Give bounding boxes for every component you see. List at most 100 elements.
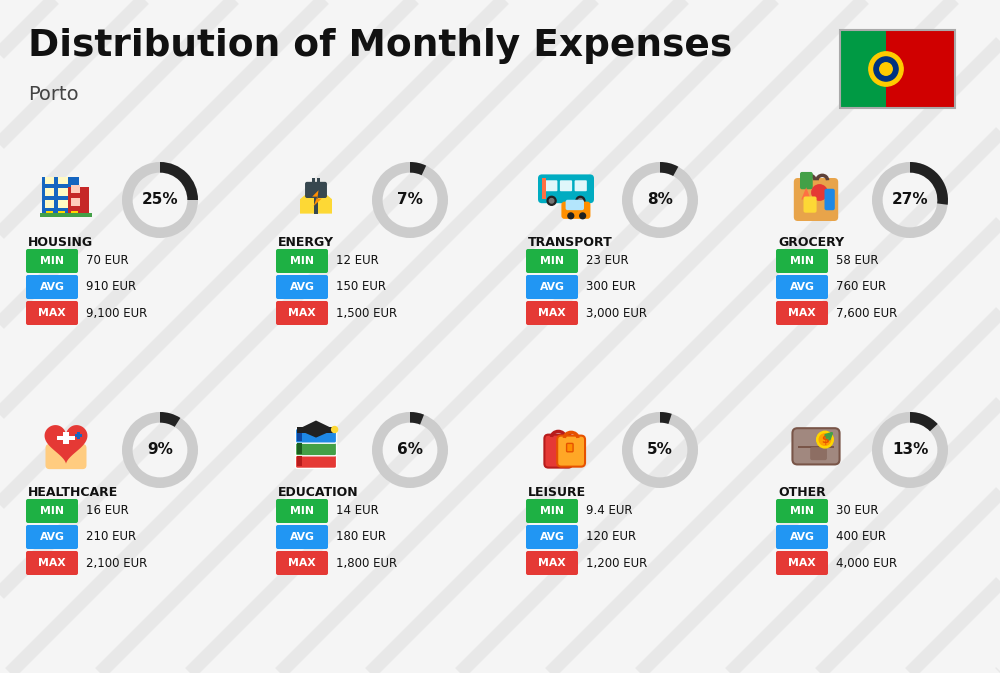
Text: ENERGY: ENERGY [278,236,334,249]
FancyBboxPatch shape [810,447,827,460]
FancyBboxPatch shape [75,434,82,437]
Circle shape [812,185,827,200]
FancyBboxPatch shape [840,30,886,108]
FancyBboxPatch shape [297,443,302,454]
Text: 25%: 25% [142,192,178,207]
Wedge shape [160,162,198,200]
Wedge shape [660,162,678,176]
Circle shape [880,63,892,75]
Text: HOUSING: HOUSING [28,236,93,249]
Text: MIN: MIN [790,256,814,266]
Text: 9,100 EUR: 9,100 EUR [86,306,147,320]
Wedge shape [910,162,948,205]
Circle shape [580,213,586,219]
Text: 58 EUR: 58 EUR [836,254,879,267]
FancyBboxPatch shape [45,176,54,184]
FancyBboxPatch shape [77,432,80,439]
FancyBboxPatch shape [560,180,572,191]
Text: 910 EUR: 910 EUR [86,281,136,293]
FancyBboxPatch shape [561,202,590,219]
Text: 400 EUR: 400 EUR [836,530,886,544]
Text: MIN: MIN [540,506,564,516]
FancyBboxPatch shape [538,174,594,203]
Text: MIN: MIN [540,256,564,266]
FancyBboxPatch shape [26,275,78,299]
Text: MIN: MIN [290,506,314,516]
FancyBboxPatch shape [57,436,75,440]
Text: 1,800 EUR: 1,800 EUR [336,557,397,569]
FancyBboxPatch shape [776,275,828,299]
FancyBboxPatch shape [46,211,53,216]
FancyBboxPatch shape [276,525,328,549]
FancyBboxPatch shape [26,499,78,523]
Text: GROCERY: GROCERY [778,236,844,249]
FancyBboxPatch shape [63,432,69,444]
Wedge shape [660,412,672,424]
Text: 210 EUR: 210 EUR [86,530,136,544]
FancyBboxPatch shape [566,200,584,210]
FancyBboxPatch shape [276,301,328,325]
FancyBboxPatch shape [305,182,327,198]
FancyBboxPatch shape [792,428,840,464]
FancyBboxPatch shape [26,249,78,273]
Polygon shape [801,187,811,199]
Text: 5%: 5% [647,443,673,458]
FancyBboxPatch shape [297,427,335,433]
Text: AVG: AVG [40,532,64,542]
Wedge shape [622,412,698,488]
Text: 3,000 EUR: 3,000 EUR [586,306,647,320]
FancyBboxPatch shape [557,435,585,466]
Text: MAX: MAX [788,558,816,568]
Text: AVG: AVG [290,282,314,292]
Circle shape [874,57,898,81]
Text: 6%: 6% [397,443,423,458]
Text: MIN: MIN [790,506,814,516]
FancyBboxPatch shape [544,435,572,468]
FancyBboxPatch shape [312,178,315,185]
FancyBboxPatch shape [26,525,78,549]
FancyBboxPatch shape [567,444,573,452]
Text: 9%: 9% [147,443,173,458]
Circle shape [578,199,583,203]
Polygon shape [45,425,87,464]
FancyBboxPatch shape [776,301,828,325]
FancyBboxPatch shape [776,499,828,523]
Text: HEALTHCARE: HEALTHCARE [28,486,118,499]
Text: TRANSPORT: TRANSPORT [528,236,613,249]
FancyBboxPatch shape [526,499,578,523]
Text: AVG: AVG [540,282,564,292]
FancyBboxPatch shape [825,188,835,210]
Circle shape [568,213,574,219]
Wedge shape [410,412,424,425]
Text: 7%: 7% [397,192,423,207]
Text: 12 EUR: 12 EUR [336,254,379,267]
Text: MIN: MIN [290,256,314,266]
FancyBboxPatch shape [542,178,546,199]
FancyBboxPatch shape [71,211,78,216]
FancyBboxPatch shape [798,446,834,448]
Text: 16 EUR: 16 EUR [86,505,129,518]
Wedge shape [872,412,948,488]
FancyBboxPatch shape [575,180,587,191]
Text: MAX: MAX [538,308,566,318]
Text: 1,200 EUR: 1,200 EUR [586,557,647,569]
FancyBboxPatch shape [776,551,828,575]
Text: 30 EUR: 30 EUR [836,505,879,518]
Text: 8%: 8% [647,192,673,207]
FancyBboxPatch shape [526,301,578,325]
FancyBboxPatch shape [45,188,54,196]
FancyBboxPatch shape [42,177,79,214]
Polygon shape [297,421,335,437]
Text: 300 EUR: 300 EUR [586,281,636,293]
Text: 120 EUR: 120 EUR [586,530,636,544]
Circle shape [549,199,554,203]
FancyBboxPatch shape [776,525,828,549]
FancyBboxPatch shape [800,172,813,189]
Circle shape [869,52,903,86]
Text: MAX: MAX [788,308,816,318]
FancyBboxPatch shape [45,444,87,469]
Text: AVG: AVG [40,282,64,292]
FancyBboxPatch shape [295,454,337,468]
Polygon shape [312,190,322,206]
Wedge shape [122,162,198,238]
